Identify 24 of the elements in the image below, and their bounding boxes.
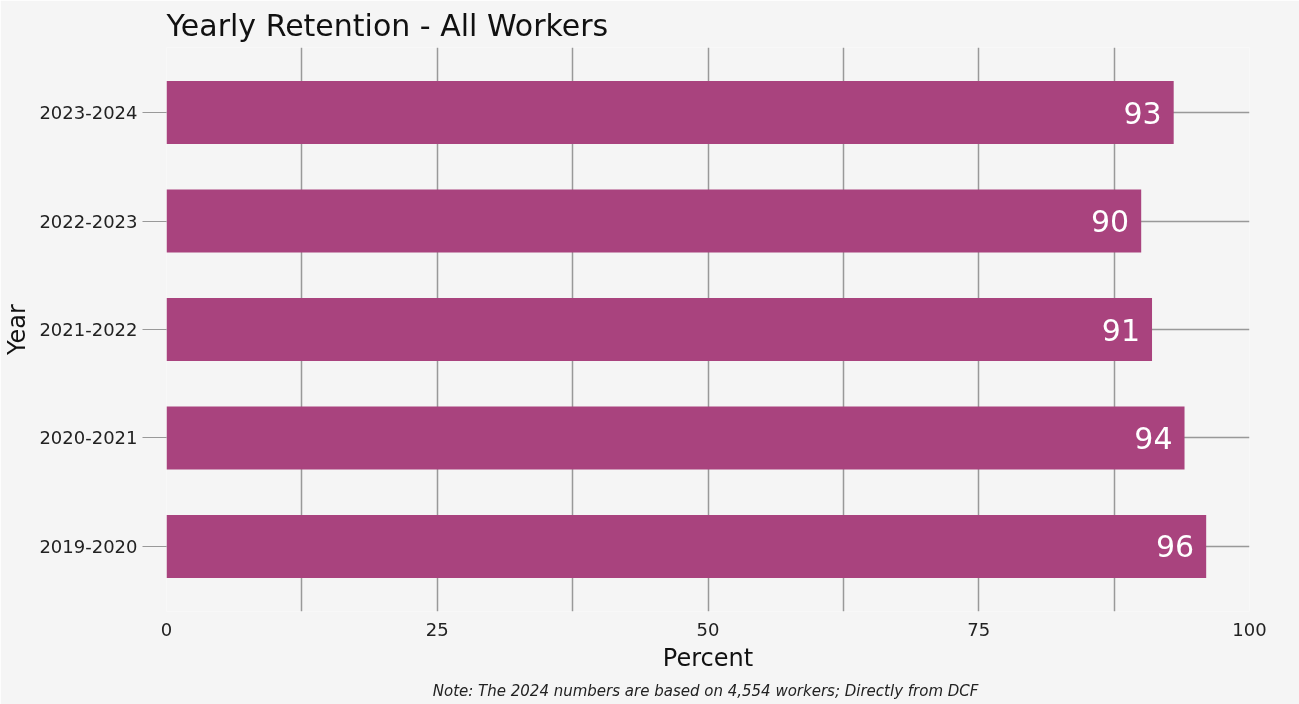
chart-title: Yearly Retention - All Workers	[165, 7, 609, 43]
x-axis-title: Percent	[662, 643, 754, 672]
y-axis-title: Year	[3, 303, 32, 356]
x-tick-label: 50	[696, 618, 720, 640]
data-label: 96	[1156, 529, 1195, 565]
y-tick-label: 2021-2022	[39, 319, 138, 340]
x-tick-label: 25	[425, 618, 449, 640]
bar	[166, 514, 1207, 578]
x-tick-label: 0	[160, 618, 173, 640]
x-tick-label: 100	[1232, 618, 1267, 640]
text: Note: The 2024 numbers are based on 4,554 workers; Directly from DCF	[432, 681, 979, 700]
x-tick-label: 75	[967, 618, 991, 640]
bar	[166, 81, 1174, 145]
y-tick-label: 2020-2021	[39, 427, 138, 449]
y-tick-label: 2023-2024	[39, 102, 138, 124]
data-label: 90	[1091, 204, 1130, 240]
data-label: 93	[1123, 95, 1162, 131]
data-label: 91	[1101, 312, 1141, 348]
bar	[166, 406, 1185, 470]
y-tick-label: 2019-2020	[39, 535, 138, 557]
data-label: 94	[1134, 420, 1173, 456]
y-tick-label: 2022-2023	[39, 210, 138, 232]
bar	[166, 189, 1142, 253]
bar	[166, 298, 1153, 361]
